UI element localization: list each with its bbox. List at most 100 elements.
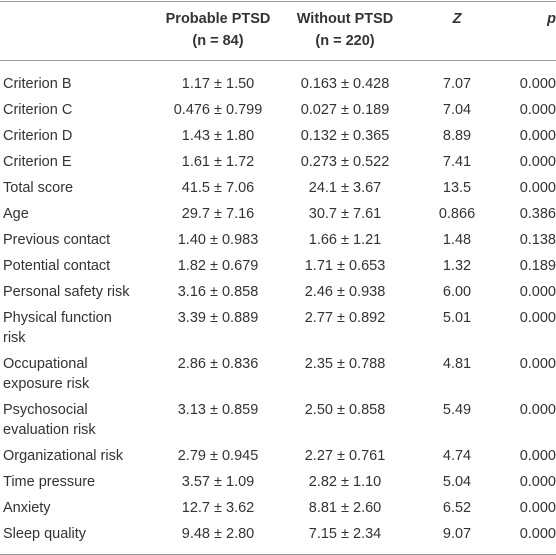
table-cell: 2.86 ± 0.836	[177, 356, 259, 372]
table-row: Criterion C 0.476 ± 0.799 0.027 ± 0.189 7.0…	[0, 97, 556, 123]
row-label: Physical function risk	[3, 310, 112, 346]
column-title: p	[547, 11, 556, 27]
table-cell: 0.000	[519, 356, 556, 372]
table-cell: 0.000	[519, 76, 556, 92]
table-cell: 2.27 ± 0.761	[304, 448, 386, 464]
table-cell: 0.000	[519, 310, 556, 326]
table-cell: 0.000	[519, 526, 556, 542]
table-cell: 3.16 ± 0.858	[177, 284, 259, 300]
table-cell: 1.71 ± 0.653	[304, 258, 386, 274]
table-row: Time pressure 3.57 ± 1.09 2.82 ± 1.10 5.04 0…	[0, 469, 556, 495]
table-cell: 1.17 ± 1.50	[181, 76, 255, 92]
row-label: Anxiety	[3, 500, 51, 516]
table-cell: 0.386	[519, 206, 556, 222]
table-cell: 29.7 ± 7.16	[181, 206, 255, 222]
table-row: Potential contact 1.82 ± 0.679 1.71 ± 0.65…	[0, 253, 556, 279]
header-row: Probable PTSD (n = 84) Without PTSD (n = 22…	[0, 1, 556, 61]
table-row: Age 29.7 ± 7.16 30.7 ± 7.61 0.866 0.386	[0, 201, 556, 227]
table-cell: 0.000	[519, 154, 556, 170]
table-cell: 2.77 ± 0.892	[304, 310, 386, 326]
column-title: Z	[452, 11, 462, 27]
row-label: Sleep quality	[3, 526, 87, 542]
row-label: Psychosocial evaluation risk	[3, 402, 96, 438]
table-cell: 0.000	[519, 128, 556, 144]
table-cell: 0.000	[519, 474, 556, 490]
table-cell: 1.40 ± 0.983	[177, 232, 259, 248]
table-row: Personal safety risk 3.16 ± 0.858 2.46 ± 0…	[0, 279, 556, 305]
table-row: Sleep quality 9.48 ± 2.80 7.15 ± 2.34 9.07 0…	[0, 521, 556, 555]
row-label: Potential contact	[3, 258, 111, 274]
table-cell: 1.82 ± 0.679	[177, 258, 259, 274]
table-row: Physical function risk 3.39 ± 0.889 2.77 ±…	[0, 305, 556, 351]
table-cell: 0.273 ± 0.522	[300, 154, 390, 170]
table-cell: 1.61 ± 1.72	[181, 154, 255, 170]
table-cell: 2.50 ± 0.858	[304, 402, 386, 418]
row-label: Criterion D	[3, 128, 73, 144]
row-label: Personal safety risk	[3, 284, 130, 300]
table-cell: 41.5 ± 7.06	[181, 180, 255, 196]
table-cell: 3.39 ± 0.889	[177, 310, 259, 326]
table-row: Criterion D 1.43 ± 1.80 0.132 ± 0.365 8.89 0…	[0, 123, 556, 149]
column-title: Probable PTSD	[165, 11, 271, 27]
table-cell: 7.15 ± 2.34	[308, 526, 382, 542]
table-cell: 0.189	[519, 258, 556, 274]
table-cell: 4.81	[442, 356, 472, 372]
row-label: Organizational risk	[3, 448, 124, 464]
table-cell: 2.82 ± 1.10	[308, 474, 382, 490]
table-cell: 8.81 ± 2.60	[308, 500, 382, 516]
table-cell: 0.000	[519, 500, 556, 516]
table-cell: 0.027 ± 0.189	[300, 102, 390, 118]
row-label: Occupational exposure risk	[3, 356, 90, 392]
table-cell: 4.74	[442, 448, 472, 464]
table-cell: 2.79 ± 0.945	[177, 448, 259, 464]
table-cell: 6.52	[442, 500, 472, 516]
table-cell: 7.07	[442, 76, 472, 92]
table-row: Psychosocial evaluation risk 3.13 ± 0.859…	[0, 397, 556, 443]
table-cell: 1.32	[442, 258, 472, 274]
table-cell: 1.48	[442, 232, 472, 248]
table-cell: 0.866	[438, 206, 476, 222]
column-header	[0, 1, 153, 61]
table-cell: 9.07	[442, 526, 472, 542]
column-header: Without PTSD (n = 220)	[283, 1, 407, 61]
table-cell: 24.1 ± 3.67	[308, 180, 382, 196]
table-header: Probable PTSD (n = 84) Without PTSD (n = 22…	[0, 1, 556, 61]
column-header: Probable PTSD (n = 84)	[153, 1, 283, 61]
table-cell: 0.138	[519, 232, 556, 248]
table-body: Criterion B 1.17 ± 1.50 0.163 ± 0.428 7.07 0…	[0, 61, 556, 555]
table-row: Total score 41.5 ± 7.06 24.1 ± 3.67 13.5 0.0…	[0, 175, 556, 201]
table-cell: 0.000	[519, 102, 556, 118]
table-row: Organizational risk 2.79 ± 0.945 2.27 ± 0.…	[0, 443, 556, 469]
table-row: Anxiety 12.7 ± 3.62 8.81 ± 2.60 6.52 0.000	[0, 495, 556, 521]
table-cell: 0.132 ± 0.365	[300, 128, 390, 144]
table-cell: 0.000	[519, 402, 556, 418]
column-subtitle: (n = 220)	[315, 33, 375, 49]
table-cell: 7.41	[442, 154, 472, 170]
table-row: Criterion B 1.17 ± 1.50 0.163 ± 0.428 7.07 0…	[0, 61, 556, 98]
table-cell: 9.48 ± 2.80	[181, 526, 255, 542]
table-cell: 0.163 ± 0.428	[300, 76, 390, 92]
column-title: Without PTSD	[296, 11, 394, 27]
table-cell: 6.00	[442, 284, 472, 300]
table-cell: 7.04	[442, 102, 472, 118]
table-cell: 0.000	[519, 180, 556, 196]
table-cell: 13.5	[442, 180, 472, 196]
table-cell: 5.04	[442, 474, 472, 490]
table-cell: 5.49	[442, 402, 472, 418]
row-label: Criterion E	[3, 154, 72, 170]
row-label: Criterion C	[3, 102, 73, 118]
table-cell: 30.7 ± 7.61	[308, 206, 382, 222]
table-row: Occupational exposure risk 2.86 ± 0.836 2.…	[0, 351, 556, 397]
table-cell: 1.43 ± 1.80	[181, 128, 255, 144]
table-cell: 0.000	[519, 448, 556, 464]
column-subtitle: (n = 84)	[192, 33, 244, 49]
column-header: p	[507, 1, 556, 61]
table-cell: 8.89	[442, 128, 472, 144]
table-cell: 1.66 ± 1.21	[308, 232, 382, 248]
column-header: Z	[407, 1, 507, 61]
table-cell: 2.46 ± 0.938	[304, 284, 386, 300]
table-cell: 12.7 ± 3.62	[181, 500, 255, 516]
table-cell: 3.57 ± 1.09	[181, 474, 255, 490]
